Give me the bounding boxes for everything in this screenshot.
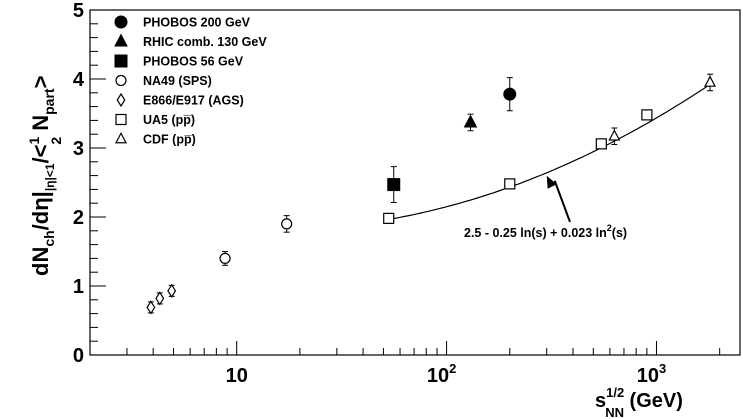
x-tick-label: 102 [427, 361, 456, 387]
y-tick-label: 0 [73, 345, 84, 367]
x-axis-title: s1/2 NN (GeV) [595, 385, 683, 419]
axis-ticks: 0 1 2 3 4 5 10 102 103 [73, 0, 721, 387]
legend-label: UA5 (pp̅) [143, 113, 195, 127]
data-point [387, 178, 401, 192]
fit-annotation: 2.5 - 0.25 ln(s) + 0.023 ln2(s) [464, 175, 627, 240]
legend-label: RHIC comb. 130 GeV [143, 35, 267, 49]
legend-label: NA49 (SPS) [143, 74, 212, 88]
y-tick-label: 2 [73, 207, 84, 229]
svg-text:dNch/dη||η|<1/<12 Npart>: dNch/dη||η|<1/<1 2 Npart> [26, 76, 64, 276]
legend-marker [115, 131, 127, 144]
legend-marker [114, 15, 128, 29]
legend-label: E866/E917 (AGS) [143, 94, 244, 108]
legend-marker [116, 92, 126, 108]
data-point [463, 114, 478, 128]
data-point [595, 138, 607, 150]
plot-frame [89, 9, 741, 356]
y-tick-label: 3 [73, 138, 84, 160]
x-tick-label: 103 [637, 361, 666, 387]
y-tick-label: 5 [73, 0, 84, 22]
annotation-arrowhead [546, 175, 557, 189]
data-point [504, 178, 516, 190]
legend-label: PHOBOS 200 GeV [143, 16, 251, 30]
data-point [146, 300, 156, 315]
legend-marker [115, 113, 127, 126]
legend-label: PHOBOS 56 GeV [143, 55, 244, 69]
data-point [219, 252, 231, 264]
data-point [281, 218, 293, 230]
legend: PHOBOS 200 GeV RHIC comb. 130 GeV PHOBOS 5… [114, 15, 267, 147]
fit-curve [388, 83, 711, 220]
data-point [167, 283, 177, 298]
legend-label: CDF (pp̅) [143, 133, 196, 147]
y-axis-title: dNch/dη||η|<1/<1 2 Npart> [26, 76, 64, 276]
data-point [503, 87, 517, 101]
data-point [608, 129, 621, 141]
legend-marker [114, 54, 128, 68]
annotation-arrow [553, 180, 571, 223]
data-point [641, 109, 653, 121]
fit-curve-layer [388, 83, 711, 220]
annotation-label: 2.5 - 0.25 ln(s) + 0.023 ln2(s) [464, 223, 627, 240]
y-tick-label: 1 [73, 276, 84, 298]
data-points-layer [146, 73, 717, 315]
data-point [383, 212, 395, 224]
legend-marker [115, 74, 127, 87]
data-point [704, 75, 717, 87]
legend-marker [114, 33, 128, 47]
data-point [155, 291, 165, 306]
axes [89, 9, 741, 356]
x-tick-label: 10 [226, 365, 248, 387]
y-tick-label: 4 [73, 69, 85, 91]
